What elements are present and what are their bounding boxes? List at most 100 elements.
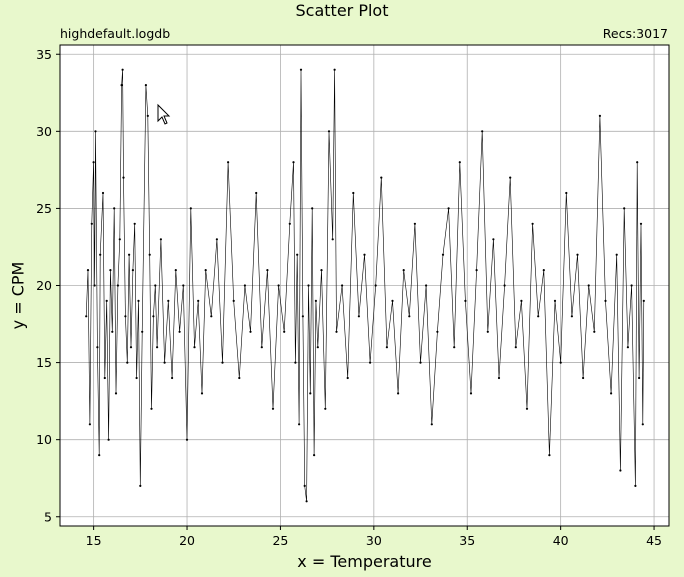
data-point — [301, 315, 304, 318]
data-point — [309, 392, 312, 395]
data-point — [425, 284, 428, 287]
data-point — [90, 222, 93, 225]
data-point — [156, 346, 159, 349]
data-point — [92, 161, 95, 164]
data-point — [447, 207, 450, 210]
grid-lines — [60, 45, 669, 526]
data-point — [369, 361, 372, 364]
data-point — [159, 238, 162, 241]
x-tick-label: 40 — [553, 533, 569, 548]
data-point — [525, 407, 529, 410]
data-point — [531, 222, 534, 225]
data-point — [634, 484, 637, 487]
y-tick-label: 25 — [36, 201, 52, 216]
x-tick-label: 25 — [272, 533, 288, 548]
data-point — [436, 330, 439, 333]
x-tick-label: 15 — [86, 533, 102, 548]
data-point — [277, 284, 280, 287]
y-tick-label: 30 — [36, 124, 52, 139]
series-line — [85, 69, 645, 502]
data-point — [178, 330, 181, 333]
data-point — [150, 407, 153, 410]
data-point — [99, 253, 102, 256]
data-point — [271, 407, 275, 410]
y-axis-label: y = CPM — [8, 261, 28, 330]
data-point — [548, 454, 551, 457]
data-point — [266, 269, 269, 272]
data-point — [314, 299, 317, 302]
data-point — [430, 423, 433, 426]
x-tick-label: 35 — [459, 533, 475, 548]
data-point — [107, 438, 110, 441]
data-point — [626, 346, 630, 349]
x-tick-label: 20 — [179, 533, 195, 548]
data-point — [105, 299, 108, 302]
data-point — [148, 253, 151, 256]
data-point — [311, 207, 314, 210]
data-point — [576, 253, 579, 256]
data-point — [93, 284, 96, 287]
data-point — [335, 330, 338, 333]
data-point — [497, 376, 501, 380]
data-point — [197, 299, 200, 302]
data-point — [154, 284, 157, 287]
data-point — [185, 438, 189, 441]
data-point — [638, 376, 641, 380]
data-point — [238, 376, 241, 380]
data-point — [292, 161, 295, 164]
data-point — [346, 376, 349, 380]
data-point — [604, 299, 607, 302]
data-point — [642, 299, 645, 302]
data-point — [189, 207, 192, 210]
y-tick-label: 10 — [36, 432, 52, 447]
data-point — [553, 299, 557, 302]
data-point — [615, 253, 618, 256]
data-point — [453, 346, 456, 349]
data-point — [200, 392, 204, 395]
data-point — [514, 346, 517, 349]
data-point — [182, 284, 185, 287]
data-point — [98, 454, 101, 457]
data-point — [249, 330, 252, 333]
data-point — [126, 361, 129, 364]
data-point — [163, 361, 166, 364]
x-tick-label: 30 — [366, 533, 382, 548]
data-point — [133, 222, 136, 225]
data-point — [94, 130, 97, 133]
data-point — [101, 191, 105, 195]
data-point — [559, 361, 562, 364]
data-point — [260, 346, 263, 349]
data-point — [593, 330, 596, 333]
data-point — [598, 114, 602, 117]
data-point — [298, 423, 301, 426]
data-point — [587, 284, 590, 287]
data-point — [296, 253, 299, 256]
mouse-cursor-icon — [157, 103, 171, 125]
data-point — [341, 284, 344, 287]
data-point — [357, 315, 360, 318]
data-point — [171, 376, 174, 380]
data-point — [639, 222, 643, 225]
data-point — [174, 269, 177, 272]
data-point — [385, 346, 388, 349]
data-point — [610, 392, 613, 395]
data-point — [193, 346, 196, 349]
data-point — [96, 346, 99, 349]
data-point — [139, 484, 142, 487]
data-point — [636, 161, 639, 164]
chart-title: Scatter Plot — [295, 1, 389, 20]
data-point — [135, 376, 138, 380]
data-point — [232, 299, 235, 302]
data-point — [146, 114, 149, 117]
file-name-label: highdefault.logdb — [60, 26, 171, 41]
data-point — [299, 68, 303, 71]
data-point — [303, 484, 306, 487]
data-point — [152, 315, 155, 318]
data-point — [324, 407, 327, 410]
data-point — [120, 84, 123, 87]
data-point — [243, 284, 246, 287]
data-point — [103, 376, 106, 380]
data-point — [118, 238, 121, 241]
data-point — [391, 299, 394, 302]
